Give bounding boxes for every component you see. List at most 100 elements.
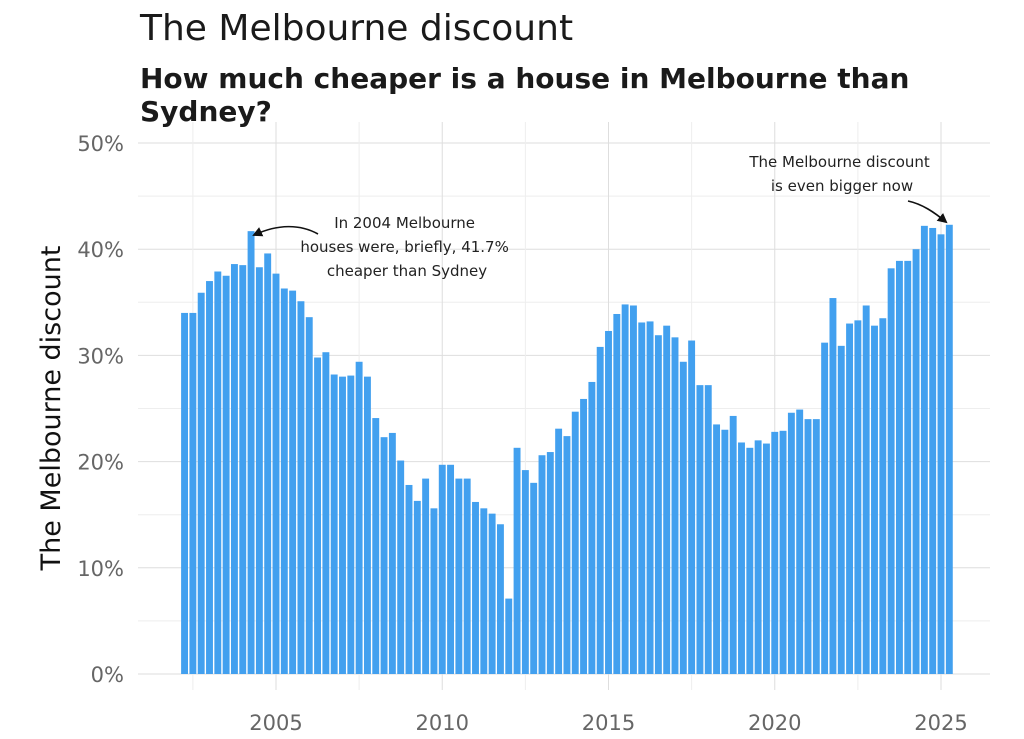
bar xyxy=(945,224,953,675)
y-tick-label: 20% xyxy=(77,451,124,475)
bar xyxy=(588,381,596,674)
bar xyxy=(239,265,247,674)
bar xyxy=(413,500,421,674)
bar xyxy=(314,357,322,674)
bar xyxy=(530,482,538,674)
annotation-recent-line-2: is even bigger now xyxy=(771,177,913,195)
bar xyxy=(804,419,812,674)
y-tick-label: 50% xyxy=(77,132,124,156)
bar xyxy=(713,424,721,674)
bar xyxy=(197,292,205,674)
annotation-2004-line-3: cheaper than Sydney xyxy=(327,262,487,280)
y-tick-label: 40% xyxy=(77,238,124,262)
bar xyxy=(214,271,222,674)
bar xyxy=(846,323,854,674)
bar xyxy=(646,321,654,674)
bar xyxy=(613,313,621,674)
bar xyxy=(563,436,571,674)
bar xyxy=(721,429,729,674)
bar xyxy=(380,437,388,674)
bar xyxy=(837,345,845,674)
bar xyxy=(272,273,280,674)
bar xyxy=(912,249,920,674)
bar xyxy=(937,234,945,674)
bar xyxy=(472,501,479,674)
chart-subtitle: How much cheaper is a house in Melbourne… xyxy=(140,62,910,128)
annotation-2004-arrow xyxy=(252,225,319,237)
bar xyxy=(388,432,396,674)
annotation-2004-line-2: houses were, briefly, 41.7% xyxy=(300,238,509,256)
bar xyxy=(580,398,588,674)
bar xyxy=(696,385,704,674)
bar xyxy=(629,305,637,674)
x-tick-label: 2015 xyxy=(582,711,635,735)
bar xyxy=(671,337,679,674)
bar xyxy=(796,409,804,674)
annotation-recent-line-1: The Melbourne discount xyxy=(748,153,930,171)
bar xyxy=(230,264,238,674)
bar xyxy=(729,415,737,674)
bar xyxy=(638,322,646,674)
bar xyxy=(596,346,604,674)
bar xyxy=(688,340,696,674)
bar xyxy=(297,301,305,674)
x-tick-label: 2025 xyxy=(914,711,967,735)
bar xyxy=(779,430,787,674)
bar xyxy=(787,412,795,674)
bar xyxy=(862,305,870,674)
bar xyxy=(496,524,504,674)
y-axis-ticks: 0% 10% 20% 30% 40% 50% xyxy=(77,132,124,687)
bar xyxy=(829,298,837,674)
bar xyxy=(363,376,371,674)
bar xyxy=(322,352,330,674)
bar xyxy=(505,598,513,674)
bar xyxy=(654,335,662,674)
bar xyxy=(920,225,928,674)
bar xyxy=(430,508,438,674)
x-tick-label: 2020 xyxy=(748,711,801,735)
bar xyxy=(330,374,338,674)
bar xyxy=(355,361,363,674)
bar xyxy=(546,452,554,674)
bar xyxy=(812,419,820,674)
bar xyxy=(438,464,446,674)
bar xyxy=(255,267,263,674)
bar xyxy=(821,342,829,674)
bar xyxy=(521,470,529,674)
bar xyxy=(555,428,563,674)
bar xyxy=(206,281,213,674)
bar xyxy=(746,447,754,674)
y-tick-label: 30% xyxy=(77,344,124,368)
bar xyxy=(480,508,488,674)
bar xyxy=(280,288,288,674)
bar xyxy=(264,253,272,674)
y-axis-label: The Melbourne discount xyxy=(36,246,67,572)
x-tick-label: 2010 xyxy=(416,711,469,735)
bar xyxy=(854,320,862,674)
bar xyxy=(704,385,712,674)
y-tick-label: 0% xyxy=(91,663,124,687)
bar xyxy=(513,447,521,674)
svg-text:The Melbourne discount i: The Melbourne discount is even bigger no… xyxy=(748,153,934,195)
bar xyxy=(771,431,779,674)
bar xyxy=(405,484,413,674)
x-axis-ticks: 2005 2010 2015 2020 2025 xyxy=(249,711,967,735)
bar xyxy=(754,440,762,674)
bar xyxy=(879,318,887,674)
bar xyxy=(571,411,579,674)
bar xyxy=(929,227,937,674)
annotation-2004-line-1: In 2004 Melbourne xyxy=(334,214,475,232)
svg-text:In 2004 Melbourne houses: In 2004 Melbourne houses were, briefly, … xyxy=(300,214,513,280)
bar xyxy=(605,330,612,674)
bar xyxy=(904,260,912,674)
bar xyxy=(189,312,197,674)
bar xyxy=(222,275,230,674)
bar xyxy=(887,268,895,674)
annotation-recent-arrow xyxy=(907,200,948,224)
bar xyxy=(738,442,745,674)
bar xyxy=(422,478,430,674)
y-tick-label: 10% xyxy=(77,557,124,581)
bar xyxy=(488,513,496,674)
bar xyxy=(455,478,463,674)
